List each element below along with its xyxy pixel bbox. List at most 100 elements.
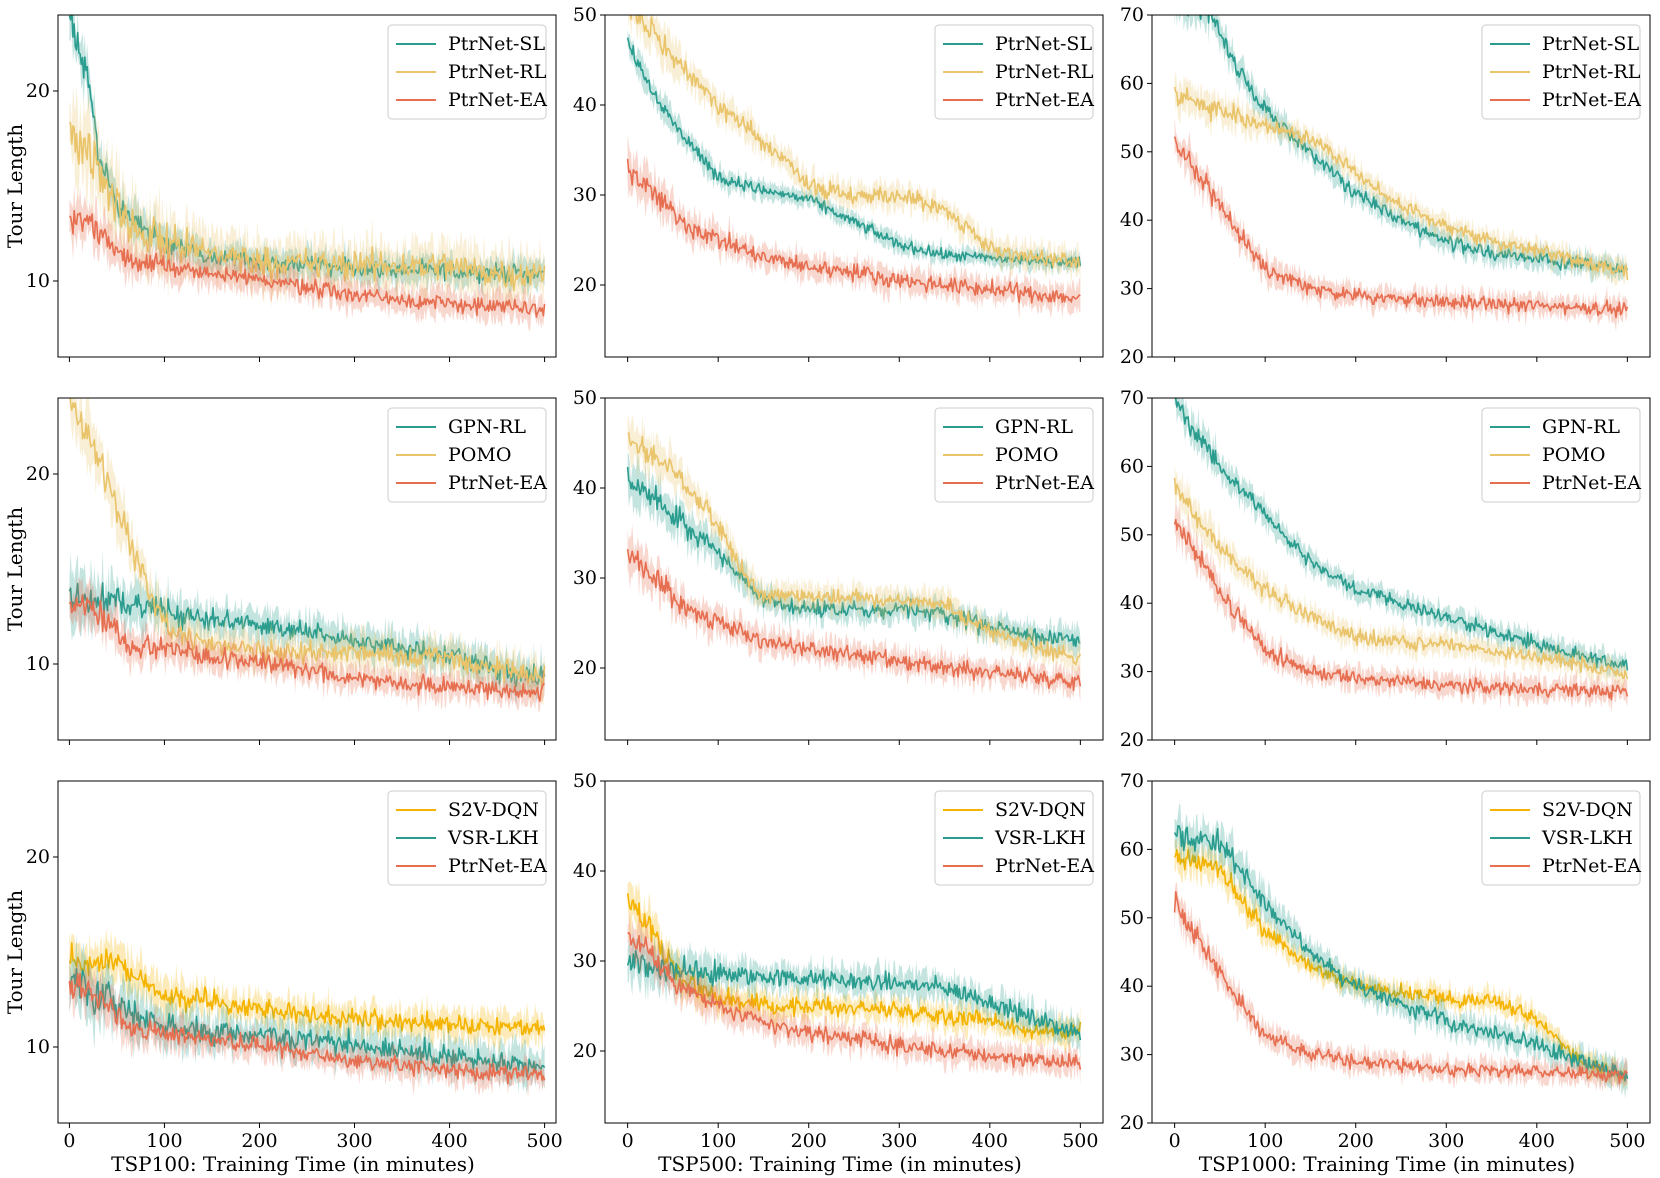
band-ptrnet-rl — [69, 85, 545, 316]
series-line-vsr-lkh — [1173, 824, 1629, 1082]
y-tick-label: 30 — [573, 567, 597, 589]
y-tick-label: 50 — [573, 4, 597, 26]
y-tick-label: 20 — [573, 1040, 597, 1062]
band-ptrnet-rl — [627, 15, 1081, 285]
subplot-r1-c1: 20 30 40 50 GPN-RL POMO PtrNet-EA — [573, 387, 1104, 745]
y-tick-label: 20 — [573, 274, 597, 296]
band-ptrnet-sl — [627, 30, 1081, 278]
x-axis-label: TSP1000: Training Time (in minutes) — [1199, 1152, 1575, 1176]
series-line-ptrnet-ea — [1173, 136, 1629, 319]
legend-box — [934, 790, 1094, 886]
subplot-r2-c2: 20 30 40 50 60 70 0 100 200 300 400 500 TSP1000: Tra… — [1120, 770, 1651, 1176]
band-ptrnet-ea — [1174, 882, 1628, 1093]
y-tick-label: 50 — [1120, 907, 1144, 929]
y-tick-label: 20 — [573, 657, 597, 679]
series-line-gpn-rl — [1174, 398, 1629, 671]
legend-box — [387, 407, 547, 503]
y-tick-label: 30 — [1120, 661, 1144, 683]
plot-area — [626, 880, 1082, 1085]
x-tick-label: 300 — [881, 1130, 917, 1152]
band-ptrnet-ea — [627, 523, 1081, 702]
legend-box — [934, 407, 1094, 503]
legend: S2V-DQN VSR-LKH PtrNet-EA — [934, 790, 1094, 886]
legend-label: PtrNet-EA — [995, 89, 1094, 111]
subplot-r1-c2: 20 30 40 50 60 70 GPN-RL POMO PtrNet-EA — [1120, 387, 1651, 751]
legend-label: PtrNet-EA — [995, 472, 1094, 494]
series-line-ptrnet-ea — [68, 209, 546, 318]
y-tick-label: 60 — [1120, 838, 1144, 860]
band-ptrnet-ea — [69, 575, 545, 714]
y-tick-label: 70 — [1120, 4, 1144, 26]
plot-area — [626, 414, 1082, 702]
y-tick-label: 20 — [26, 80, 50, 102]
y-tick-label: 50 — [573, 770, 597, 792]
y-tick-label: 10 — [26, 1036, 50, 1058]
series-line-ptrnet-ea — [1173, 890, 1629, 1085]
x-tick-label: 200 — [1338, 1130, 1374, 1152]
plot-area — [68, 398, 546, 714]
x-tick-label: 200 — [241, 1130, 277, 1152]
legend-label: PtrNet-EA — [1542, 855, 1641, 877]
plot-area — [68, 15, 546, 332]
legend: PtrNet-SL PtrNet-RL PtrNet-EA — [387, 24, 547, 120]
legend: GPN-RL POMO PtrNet-EA — [387, 407, 547, 503]
band-gpn-rl — [1174, 398, 1628, 679]
y-tick-label: 50 — [1120, 141, 1144, 163]
band-s2v-dqn — [1174, 833, 1628, 1092]
subplot-r1-c0: 10 20 Tour Length GPN-RL POMO PtrNet-EA — [3, 397, 557, 745]
y-tick-label: 30 — [573, 950, 597, 972]
series-line-ptrnet-ea — [68, 972, 546, 1085]
y-tick-label: 40 — [1120, 209, 1144, 231]
x-tick-label: 100 — [146, 1130, 182, 1152]
series-line-gpn-rl — [626, 466, 1081, 648]
series-line-s2v-dqn — [626, 893, 1082, 1040]
y-tick-label: 30 — [1120, 1044, 1144, 1066]
axes-frame — [604, 780, 1104, 1124]
legend-box — [1481, 790, 1641, 886]
axes-frame — [604, 397, 1104, 741]
band-ptrnet-ea — [69, 185, 545, 332]
legend-box — [387, 24, 547, 120]
x-tick-label: 500 — [526, 1130, 562, 1152]
legend-box — [387, 790, 547, 886]
legend-label: PtrNet-EA — [448, 89, 547, 111]
plot-area — [626, 15, 1082, 320]
series-line-s2v-dqn — [1173, 848, 1628, 1080]
band-vsr-lkh — [627, 927, 1081, 1059]
axes-frame — [1151, 780, 1651, 1124]
x-tick-label: 500 — [1062, 1130, 1098, 1152]
series-line-vsr-lkh — [626, 949, 1082, 1041]
y-tick-label: 70 — [1120, 387, 1144, 409]
series-line-ptrnet-ea — [68, 594, 546, 703]
legend-label: S2V-DQN — [1542, 799, 1633, 821]
x-tick-label: 400 — [972, 1130, 1008, 1152]
y-tick-label: 40 — [573, 860, 597, 882]
axes-frame — [1151, 14, 1651, 358]
axes-frame — [57, 397, 557, 741]
legend-label: GPN-RL — [448, 416, 526, 438]
series-line-ptrnet-rl — [1173, 86, 1629, 280]
legend-label: VSR-LKH — [447, 827, 539, 849]
subplot-r0-c1: 20 30 40 50 PtrNet-SL PtrNet-RL PtrNet-EA — [573, 4, 1104, 362]
legend-label: PtrNet-EA — [448, 855, 547, 877]
series-line-pomo — [1173, 477, 1629, 680]
x-tick-label: 100 — [700, 1130, 736, 1152]
y-tick-label: 20 — [26, 463, 50, 485]
x-tick-label: 300 — [336, 1130, 372, 1152]
y-tick-label: 20 — [1120, 346, 1144, 368]
x-axis-label: TSP100: Training Time (in minutes) — [111, 1152, 475, 1176]
y-tick-label: 60 — [1120, 72, 1144, 94]
band-ptrnet-ea — [627, 133, 1081, 320]
legend-label: PtrNet-RL — [995, 61, 1094, 83]
y-tick-label: 50 — [1120, 524, 1144, 546]
x-tick-label: 200 — [791, 1130, 827, 1152]
y-axis-label: Tour Length — [3, 890, 27, 1014]
series-line-ptrnet-rl — [68, 121, 546, 292]
band-pomo — [69, 398, 545, 706]
legend-box — [934, 24, 1094, 120]
y-axis-label: Tour Length — [3, 507, 27, 631]
